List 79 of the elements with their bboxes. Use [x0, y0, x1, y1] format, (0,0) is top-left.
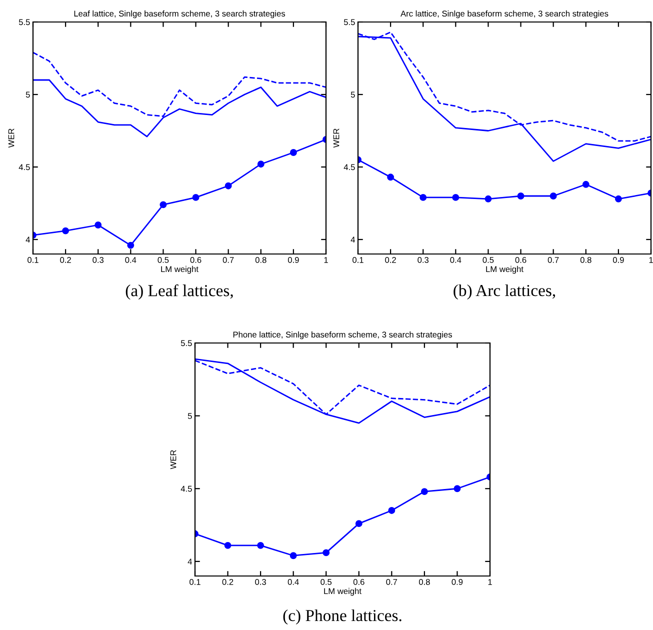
y-tick-label: 4.5: [344, 164, 355, 170]
x-tick-label: 0.4: [288, 579, 299, 585]
x-tick-label: 0.1: [28, 257, 38, 263]
x-tick-label: 0.7: [548, 257, 559, 263]
x-tick-label: 0.6: [190, 257, 202, 263]
y-tick-label: 4: [26, 236, 30, 243]
x-tick-label: 0.6: [353, 579, 364, 585]
chart-title: Arc lattice, Sinlge baseform scheme, 3 search strategies: [400, 10, 608, 18]
x-tick-label: 0.4: [125, 257, 136, 263]
x-tick-label: 0.5: [320, 579, 332, 585]
y-axis-title: WER: [8, 128, 14, 148]
point: [290, 552, 297, 560]
point: [420, 488, 428, 496]
text: (a) Leaf lattices,: [126, 284, 233, 300]
x-tick-label: 0.4: [450, 257, 462, 263]
x-tick-label: 0.2: [222, 579, 234, 585]
point: [62, 227, 70, 234]
x-tick-label: 0.5: [482, 257, 494, 263]
x-tick-label: 0.5: [158, 257, 169, 263]
y-tick-label: 5.5: [18, 19, 30, 26]
y-tick-label: 4.5: [180, 486, 192, 492]
y-tick-label: 4: [188, 558, 192, 564]
point: [582, 180, 590, 188]
y-tick-label: 4.5: [18, 164, 30, 170]
point: [94, 222, 102, 228]
chart-title: Leaf lattice, Sinlge baseform scheme, 3 search strategies: [74, 10, 286, 18]
x-tick-label: 0.3: [255, 579, 266, 585]
x-tick-label: 0.1: [190, 579, 200, 585]
x-tick-label: 0.3: [418, 257, 429, 263]
text: (c) Phone lattices.: [283, 609, 402, 625]
x-tick-label: 0.8: [418, 579, 430, 585]
point: [614, 195, 622, 202]
point: [224, 182, 232, 190]
point: [420, 194, 427, 201]
point: [192, 194, 200, 201]
point: [257, 542, 264, 549]
x-tick-label: 0.1: [352, 257, 364, 263]
point: [224, 542, 232, 549]
x-tick-label: 1: [324, 257, 328, 263]
y-tick-label: 5: [350, 92, 355, 98]
x-tick-label: 0.9: [452, 579, 463, 585]
x-tick-label: 0.9: [612, 257, 624, 263]
point: [160, 201, 167, 208]
point: [517, 192, 524, 200]
y-tick-label: 5: [188, 413, 192, 419]
point: [355, 520, 362, 528]
point: [257, 160, 264, 168]
point: [388, 506, 396, 514]
x-tick-label: 0.6: [515, 257, 526, 263]
x-tick-label: 0.3: [92, 257, 104, 263]
point: [484, 195, 492, 202]
point: [387, 174, 394, 181]
x-tick-label: 0.7: [386, 579, 398, 585]
x-tick-label: 1: [649, 257, 653, 263]
x-tick-label: 0.2: [60, 257, 71, 263]
point: [454, 485, 461, 492]
x-tick-label: 0.2: [385, 257, 396, 263]
line-series: [358, 36, 651, 162]
y-tick-label: 5: [26, 92, 30, 98]
x-tick-label: 0.8: [580, 257, 592, 263]
y-tick-label: 5.5: [344, 19, 355, 26]
point: [290, 149, 297, 156]
chart-title: Phone lattice, Sinlge baseform scheme, 3 search strategies: [233, 331, 452, 340]
point: [452, 194, 460, 201]
x-tick-label: 0.7: [222, 257, 234, 263]
y-axis-title: WER: [170, 450, 176, 470]
point: [322, 549, 330, 556]
y-axis-title: WER: [333, 128, 340, 148]
point: [550, 192, 557, 200]
x-tick-label: 0.8: [255, 257, 266, 263]
text: (b) Arc lattices,: [454, 284, 556, 300]
x-tick-label: 0.9: [288, 257, 299, 263]
y-tick-label: 5.5: [180, 340, 192, 346]
x-tick-label: 1: [488, 579, 492, 585]
point: [127, 242, 134, 249]
x-axis-title: LM weight: [486, 266, 524, 274]
x-axis-title: LM weight: [324, 588, 362, 596]
x-axis-title: LM weight: [161, 266, 198, 274]
y-tick-label: 4: [350, 236, 355, 243]
